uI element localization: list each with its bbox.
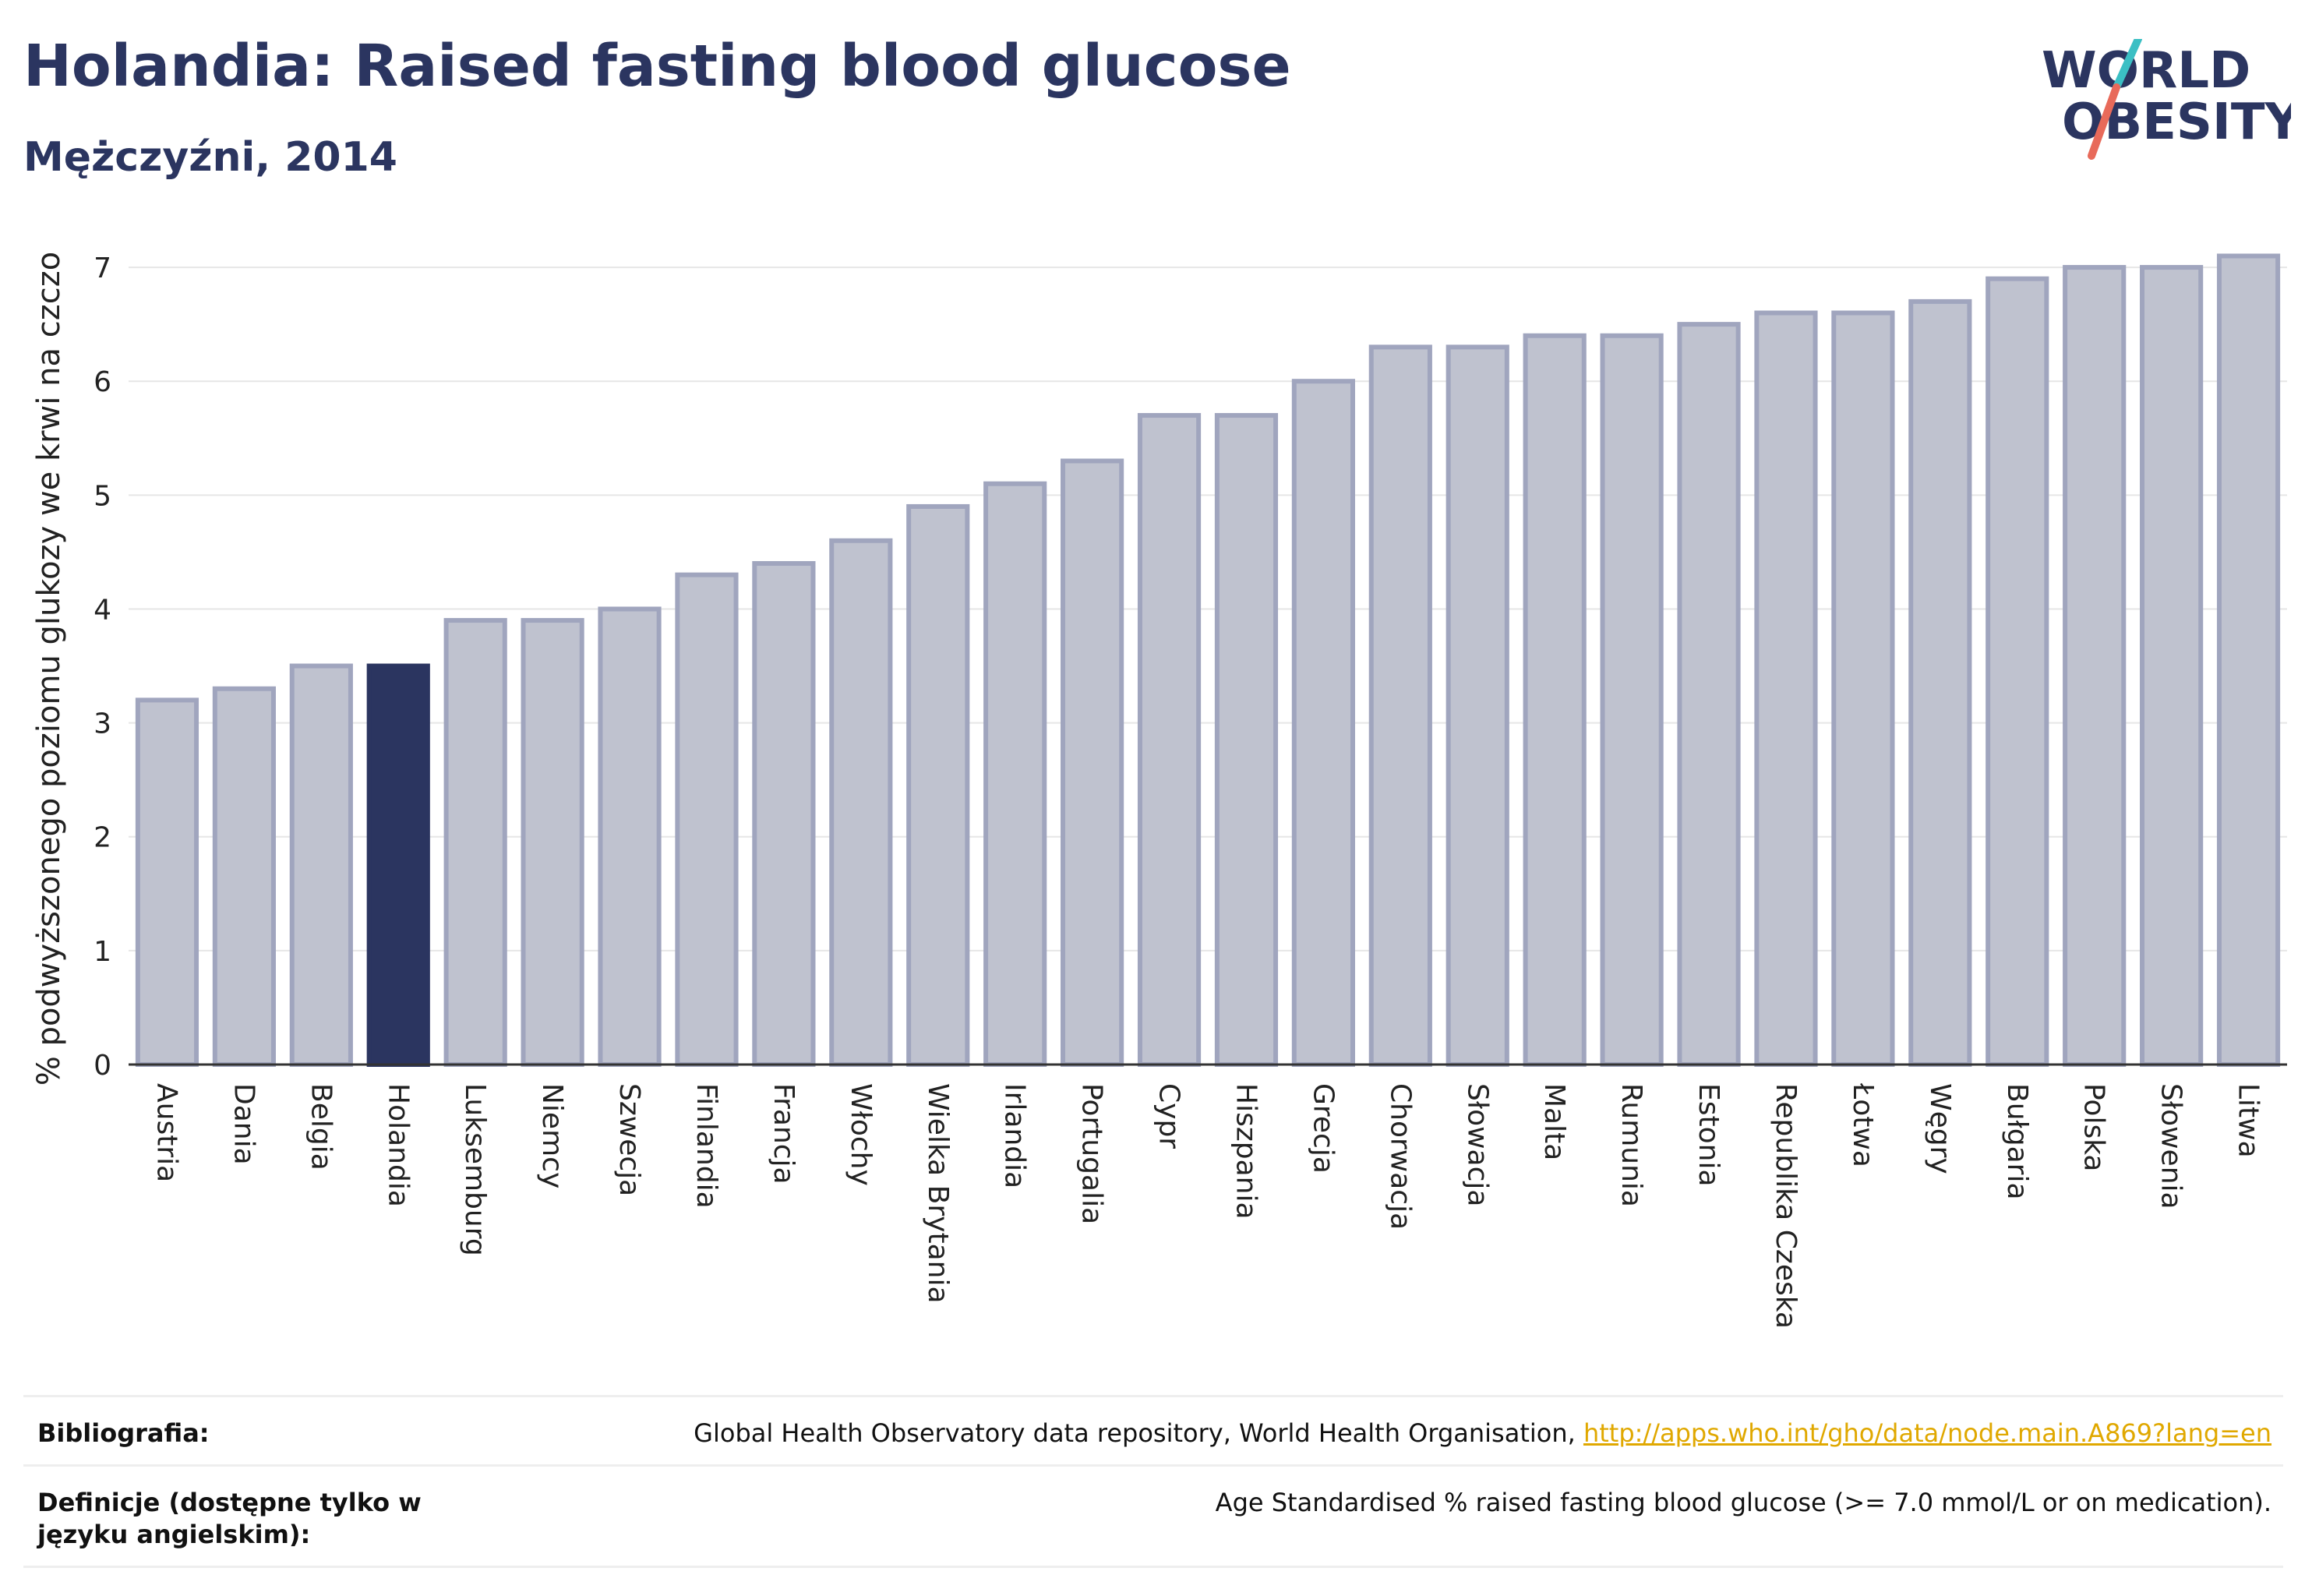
bar-polska — [2063, 265, 2127, 1068]
bar-litwa — [2216, 253, 2281, 1067]
category-label: Grecja — [1307, 1083, 1339, 1174]
y-tick-label: 6 — [94, 366, 111, 398]
category-label: Szwecja — [613, 1083, 645, 1196]
bar-holandia — [366, 663, 430, 1067]
bar-malta — [1523, 333, 1587, 1068]
definitions-label: Definicje (dostępne tylko w języku angie… — [37, 1487, 422, 1550]
category-label: Rumunia — [1615, 1083, 1647, 1207]
bar-wielka-brytania — [906, 503, 970, 1067]
bar-cypr — [1137, 413, 1202, 1067]
bar-szwecja — [598, 606, 662, 1067]
bar-słowenia — [2140, 265, 2204, 1068]
category-label: Belgia — [305, 1083, 337, 1171]
bar-rumunia — [1600, 333, 1664, 1068]
logo-line1: WORLD — [2042, 42, 2250, 100]
y-tick-label: 3 — [94, 708, 111, 740]
category-label: Republika Czeska — [1770, 1083, 1802, 1329]
bibliography-value: Global Health Observatory data repositor… — [694, 1418, 2271, 1450]
bar-finlandia — [675, 572, 739, 1067]
category-label: Finlandia — [690, 1083, 722, 1209]
category-label: Luksemburg — [459, 1083, 491, 1256]
category-label: Estonia — [1693, 1083, 1724, 1187]
category-label: Portugalia — [1076, 1083, 1108, 1224]
chart-title: Holandia: Raised fasting blood glucose — [23, 33, 1291, 100]
bar-irlandia — [983, 481, 1047, 1067]
bar-grecja — [1291, 379, 1355, 1067]
category-label: Polska — [2078, 1083, 2110, 1171]
y-axis-ticks: 0 1 2 3 4 5 6 7 — [94, 252, 111, 1082]
category-label: Holandia — [382, 1083, 414, 1207]
category-label: Słowenia — [2155, 1083, 2187, 1209]
bar-włochy — [829, 538, 893, 1067]
bar-słowacja — [1445, 344, 1509, 1067]
category-label: Francja — [768, 1083, 800, 1185]
bibliography-link[interactable]: http://apps.who.int/gho/data/node.main.A… — [1583, 1418, 2271, 1448]
category-label: Hiszpania — [1230, 1083, 1262, 1220]
bar-estonia — [1677, 322, 1741, 1067]
y-axis-label: % podwyższonego poziomu glukozy we krwi … — [31, 252, 67, 1086]
category-label: Chorwacja — [1384, 1083, 1416, 1230]
category-label: Łotwa — [1847, 1082, 1879, 1167]
category-label: Bułgaria — [2001, 1083, 2033, 1200]
category-label: Słowacja — [1461, 1083, 1493, 1206]
y-tick-label: 5 — [94, 480, 111, 512]
bar-belgia — [289, 663, 353, 1067]
bar-luksemburg — [443, 618, 507, 1067]
category-label: Austria — [150, 1083, 182, 1182]
bar-łotwa — [1831, 310, 1895, 1067]
world-obesity-logo: WORLD OBESITY — [2042, 39, 2291, 160]
y-tick-label: 7 — [94, 252, 111, 284]
bar-francja — [752, 561, 816, 1067]
category-label: Węgry — [1924, 1083, 1956, 1174]
bar-bułgaria — [1986, 276, 2049, 1067]
y-tick-label: 0 — [94, 1050, 111, 1082]
category-label: Niemcy — [536, 1083, 568, 1188]
bar-niemcy — [521, 618, 584, 1067]
category-label: Malta — [1538, 1083, 1570, 1160]
category-label: Cypr — [1153, 1083, 1185, 1149]
bibliography-text: Global Health Observatory data repositor… — [694, 1418, 1583, 1448]
footer-table: Bibliografia: Global Health Observatory … — [23, 1395, 2283, 1568]
y-tick-label: 2 — [94, 822, 111, 854]
bars — [135, 253, 2281, 1068]
bar-hiszpania — [1214, 413, 1279, 1067]
bar-dania — [212, 686, 276, 1067]
bar-węgry — [1908, 298, 1972, 1067]
y-tick-label: 4 — [94, 594, 111, 626]
definitions-text: Age Standardised % raised fasting blood … — [1215, 1487, 2271, 1517]
definitions-row: Definicje (dostępne tylko w języku angie… — [23, 1464, 2283, 1568]
category-labels: Austria Dania Belgia Holandia Luksemburg Niem… — [150, 1082, 2264, 1329]
category-label: Wielka Brytania — [922, 1083, 954, 1304]
category-label: Włochy — [845, 1083, 877, 1186]
category-label: Litwa — [2233, 1083, 2264, 1158]
bibliography-label: Bibliografia: — [37, 1418, 210, 1448]
chart-subtitle: Mężczyźni, 2014 — [23, 134, 397, 181]
y-tick-label: 1 — [94, 936, 111, 968]
bar-chart: 0 1 2 3 4 5 6 7 Austria Dania Belgia Holandia Lukse… — [31, 252, 2287, 1329]
category-label: Irlandia — [999, 1083, 1031, 1188]
bibliography-row: Bibliografia: Global Health Observatory … — [23, 1395, 2283, 1464]
bar-austria — [135, 697, 199, 1068]
category-label: Dania — [228, 1083, 259, 1165]
bar-portugalia — [1061, 458, 1124, 1067]
bar-chorwacja — [1368, 344, 1432, 1067]
bar-republika-czeska — [1754, 310, 1818, 1067]
